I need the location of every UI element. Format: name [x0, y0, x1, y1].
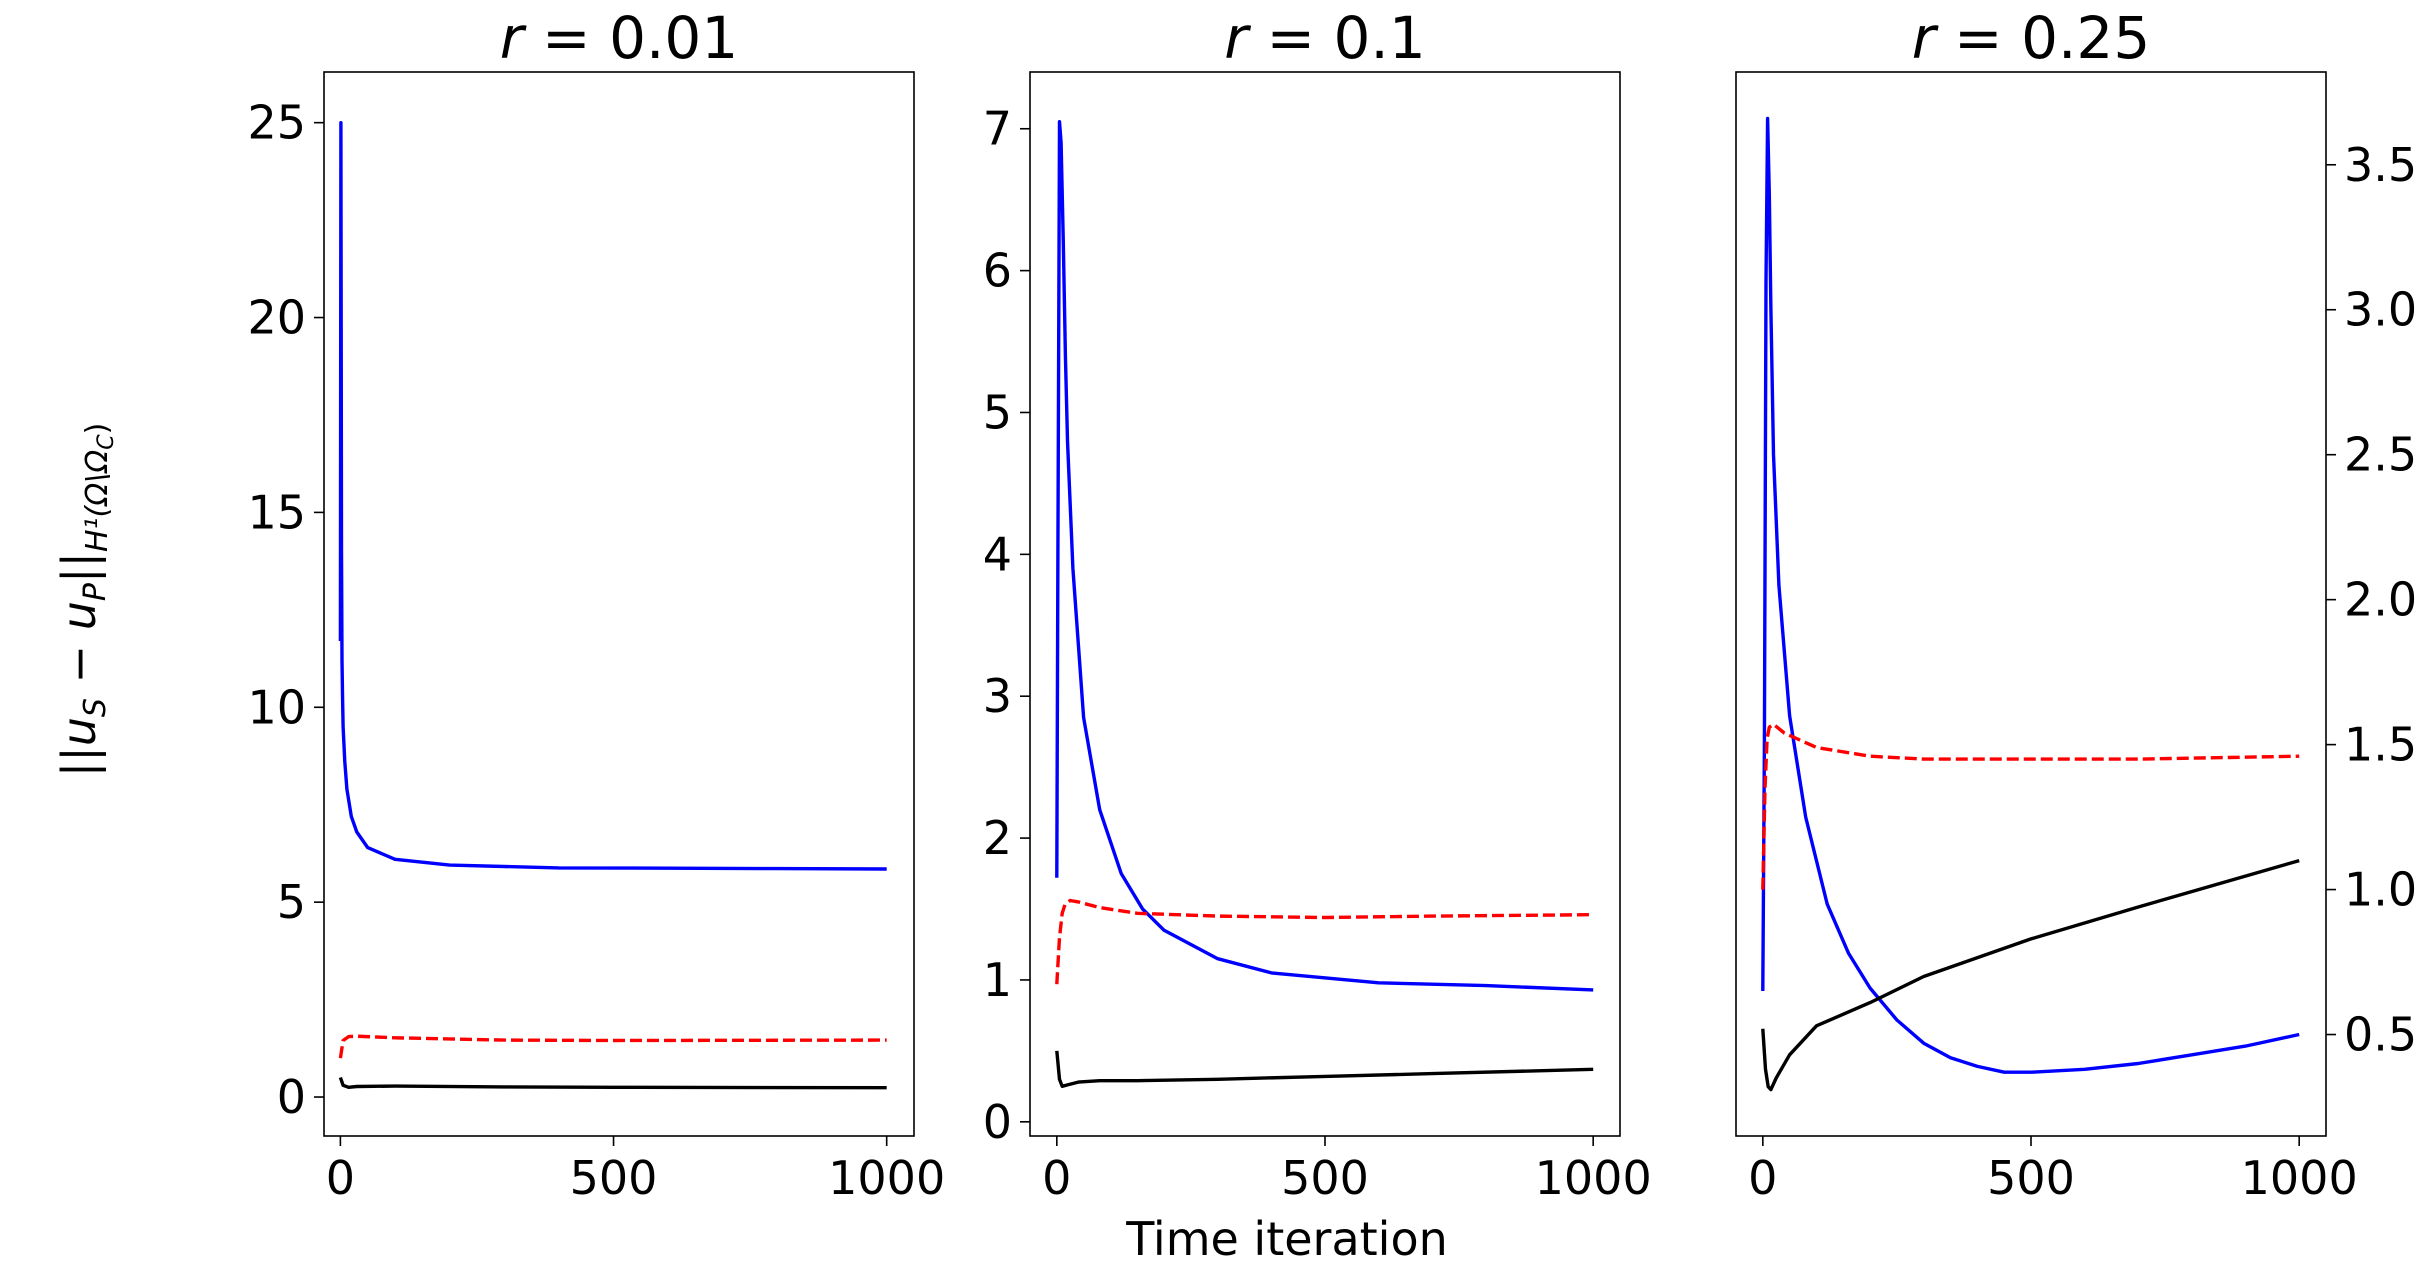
panel-3: 0 500 1000 0.5 1.0 1.5 2.0 2.5 3.0 3.5 r = 0.25 — [1735, 4, 2417, 1205]
y-tick-label: 25 — [247, 96, 306, 150]
x-tick-label: 0 — [1042, 1151, 1071, 1205]
series-line-blue — [338, 120, 887, 871]
plot-frame — [1735, 71, 2327, 1137]
series-line-black — [1761, 858, 2300, 1092]
svg-text:||uS − uP||H¹(Ω\ΩC): ||uS − uP||H¹(Ω\ΩC) — [52, 423, 119, 778]
series-line-black — [1055, 1050, 1594, 1089]
series-group — [338, 120, 887, 1090]
y-tick-label: 10 — [247, 680, 306, 734]
y-tick-label: 0 — [983, 1095, 1012, 1149]
series-line-blue — [1761, 116, 2300, 1074]
y-tick-label: 1.5 — [2344, 718, 2417, 772]
y-tick-label: 3.5 — [2344, 138, 2417, 192]
y-tick-label: 0 — [277, 1070, 306, 1124]
y-tick-label: 4 — [983, 527, 1012, 581]
y-tick-label: 1.0 — [2344, 863, 2417, 917]
series-line-red — [338, 1034, 887, 1059]
x-tick-label: 0 — [326, 1151, 355, 1205]
panel-title: r = 0.1 — [1224, 4, 1426, 72]
y-tick-label: 20 — [247, 291, 306, 345]
x-tick-label: 1000 — [2241, 1151, 2358, 1205]
y-tick-label: 5 — [277, 875, 306, 929]
x-axis-label: Time iteration — [1125, 1212, 1448, 1266]
y-tick-label: 7 — [983, 102, 1012, 156]
y-tick-label: 2 — [983, 811, 1012, 865]
series-group — [1055, 119, 1594, 1089]
panels: 0 500 1000 0 5 10 15 20 25 r = 0.01 0 500 1000 0 1 2 3 4 5… — [247, 4, 2417, 1205]
panel-2: 0 500 1000 0 1 2 3 4 5 6 7 r = 0.1 — [983, 4, 1652, 1205]
y-tick-label: 2.0 — [2344, 573, 2417, 627]
x-tick-label: 500 — [1987, 1151, 2075, 1205]
x-tick-label: 500 — [570, 1151, 658, 1205]
x-tick-label: 1000 — [828, 1151, 945, 1205]
series-line-blue — [1055, 119, 1594, 992]
series-line-red — [1055, 898, 1594, 985]
x-tick-label: 500 — [1281, 1151, 1369, 1205]
y-tick-label: 5 — [983, 385, 1012, 439]
series-line-black — [338, 1076, 887, 1090]
series-group — [1761, 116, 2300, 1092]
x-tick-label: 0 — [1748, 1151, 1777, 1205]
y-axis-label: ||uS − uP||H¹(Ω\ΩC) — [52, 423, 119, 778]
y-tick-label: 3.0 — [2344, 283, 2417, 337]
panel-title: r = 0.01 — [500, 4, 738, 72]
x-tick-label: 1000 — [1535, 1151, 1652, 1205]
plot-frame — [323, 71, 915, 1137]
series-line-red — [1761, 722, 2300, 890]
y-tick-label: 2.5 — [2344, 428, 2417, 482]
y-tick-label: 1 — [983, 953, 1012, 1007]
y-tick-label: 3 — [983, 669, 1012, 723]
y-tick-label: 6 — [983, 244, 1012, 298]
panel-1: 0 500 1000 0 5 10 15 20 25 r = 0.01 — [247, 4, 945, 1205]
y-tick-label: 15 — [247, 485, 306, 539]
panel-title: r = 0.25 — [1912, 4, 2150, 72]
y-tick-label: 0.5 — [2344, 1008, 2417, 1062]
